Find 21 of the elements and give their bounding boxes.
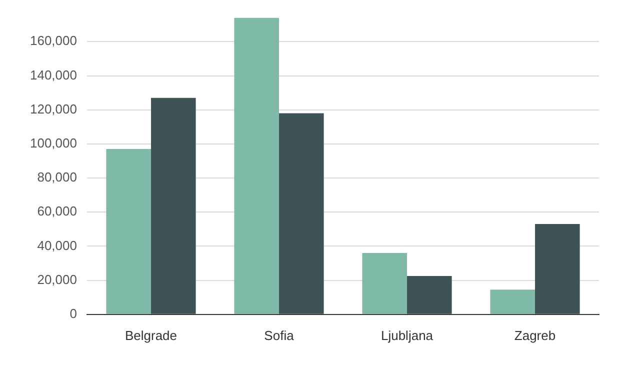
y-tick-label: 160,000 (30, 33, 77, 48)
bar (406, 276, 452, 314)
bar (150, 98, 196, 314)
bar (362, 253, 407, 314)
bar (490, 290, 535, 314)
y-tick-label: 100,000 (30, 136, 77, 151)
x-tick-label: Belgrade (124, 328, 178, 343)
y-tick-label: 60,000 (37, 204, 77, 219)
bar (535, 224, 580, 314)
y-tick-label: 0 (70, 306, 77, 321)
x-tick-label: Ljubljana (380, 328, 434, 343)
y-tick-label: 120,000 (30, 101, 77, 116)
y-tick-label: 20,000 (37, 272, 77, 287)
bar (106, 149, 151, 314)
x-tick-label: Sofia (264, 328, 295, 343)
y-tick-label: 40,000 (37, 238, 77, 253)
y-tick-label: 80,000 (37, 170, 77, 185)
x-tick-label: Zagreb (514, 328, 556, 343)
bar (234, 18, 279, 314)
y-tick-label: 140,000 (30, 67, 77, 82)
bar (278, 113, 324, 314)
